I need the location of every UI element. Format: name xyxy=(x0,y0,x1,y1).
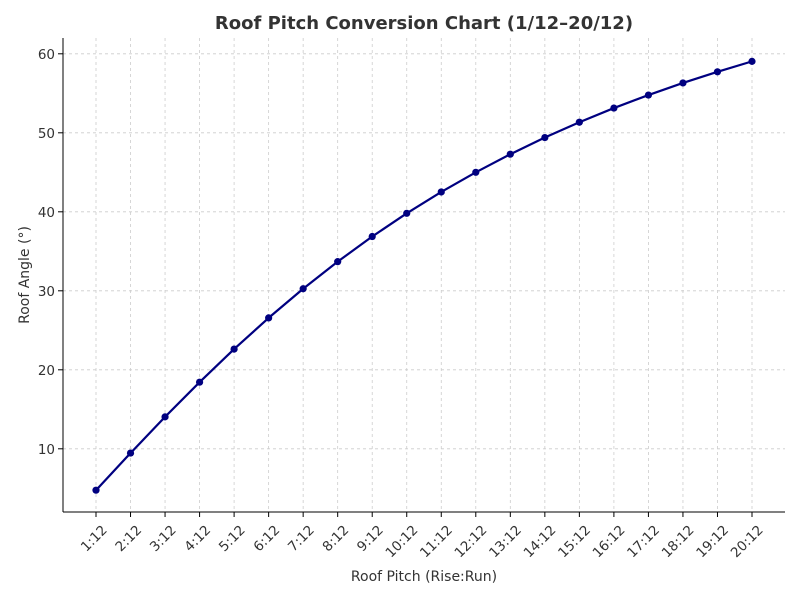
x-tick-label: 8:12 xyxy=(320,522,353,555)
x-tick-label: 18:12 xyxy=(659,522,698,561)
x-tick-label: 13:12 xyxy=(486,522,525,561)
data-point xyxy=(541,133,549,142)
x-tick-label: 7:12 xyxy=(285,522,318,555)
x-tick-label: 3:12 xyxy=(147,522,180,555)
data-point xyxy=(644,91,653,99)
x-tick-label: 16:12 xyxy=(590,522,629,561)
data-point xyxy=(610,104,618,112)
x-tick-label: 2:12 xyxy=(112,522,145,555)
data-point xyxy=(506,150,514,158)
x-tick-label: 12:12 xyxy=(452,522,491,561)
grid-layer xyxy=(63,38,785,512)
x-tick-label: 11:12 xyxy=(417,522,456,561)
data-point xyxy=(195,378,204,386)
x-tick-label: 6:12 xyxy=(250,522,283,555)
x-tick-label: 10:12 xyxy=(383,522,422,561)
x-tick-label: 20:12 xyxy=(728,522,767,561)
data-point xyxy=(403,209,411,217)
data-point xyxy=(230,345,238,353)
y-tick-label: 10 xyxy=(38,442,55,458)
data-point xyxy=(575,118,583,126)
y-tick-label: 20 xyxy=(38,363,55,379)
y-tick-label: 30 xyxy=(38,284,55,300)
data-point xyxy=(334,258,342,266)
chart-title: Roof Pitch Conversion Chart (1/12–20/12) xyxy=(215,13,633,34)
axes-layer: 10 20 30 40 50 60 1:12 2:12 3:12 4:12 5:12 6:12 7:12… xyxy=(38,38,785,561)
x-tick-label: 5:12 xyxy=(216,522,249,555)
x-tick-label: 15:12 xyxy=(555,522,594,561)
series-layer xyxy=(92,57,756,494)
series-line xyxy=(95,60,753,491)
data-point xyxy=(437,188,445,196)
data-point xyxy=(161,413,169,421)
x-tick-label: 14:12 xyxy=(521,522,560,561)
x-tick-label: 17:12 xyxy=(624,522,663,561)
data-point xyxy=(748,57,756,65)
y-tick-label: 60 xyxy=(38,47,55,63)
y-axis-label: Roof Angle (°) xyxy=(17,226,33,324)
x-tick-label: 4:12 xyxy=(181,522,214,555)
x-axis-label: Roof Pitch (Rise:Run) xyxy=(351,569,497,585)
x-tick-label: 19:12 xyxy=(693,522,732,561)
y-tick-label: 40 xyxy=(38,205,55,221)
data-point xyxy=(368,232,376,241)
y-tick-label: 50 xyxy=(38,126,55,142)
data-point xyxy=(299,285,307,293)
data-point xyxy=(679,79,687,87)
data-point xyxy=(265,314,273,322)
x-tick-label: 1:12 xyxy=(78,522,111,555)
data-point xyxy=(92,486,100,494)
data-point xyxy=(126,449,135,457)
data-point xyxy=(713,68,722,76)
data-point xyxy=(472,168,480,176)
